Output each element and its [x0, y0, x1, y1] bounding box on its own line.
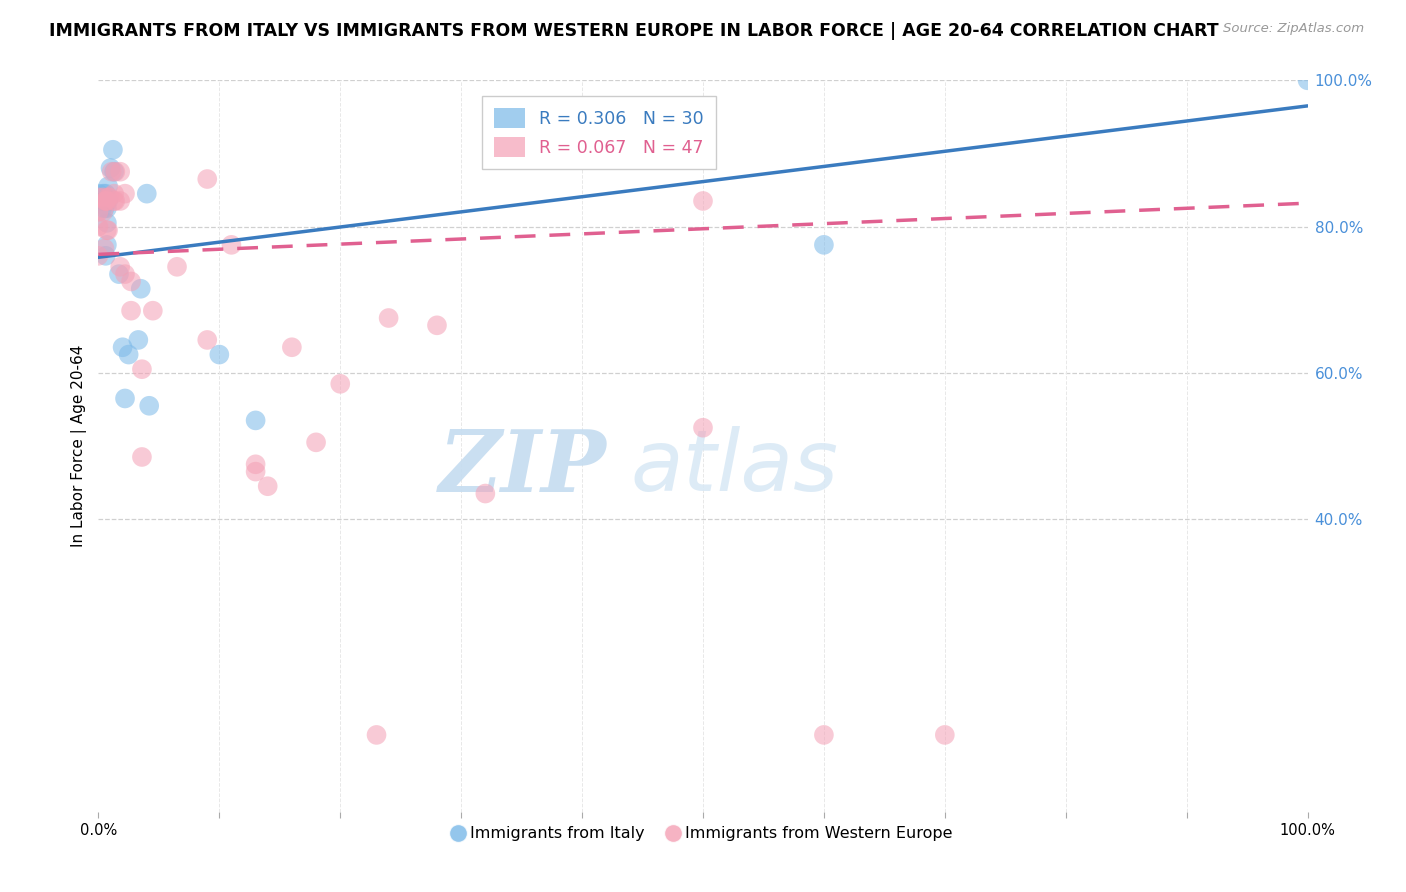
Point	[94, 194, 117, 208]
Point	[101, 143, 124, 157]
Point	[97, 190, 120, 204]
Point	[114, 186, 136, 201]
Point	[135, 186, 157, 201]
Point	[94, 186, 117, 201]
Point	[97, 223, 120, 237]
Point	[93, 202, 115, 216]
Y-axis label: In Labor Force | Age 20-64: In Labor Force | Age 20-64	[72, 345, 87, 547]
Text: IMMIGRANTS FROM ITALY VS IMMIGRANTS FROM WESTERN EUROPE IN LABOR FORCE | AGE 20-: IMMIGRANTS FROM ITALY VS IMMIGRANTS FROM…	[49, 22, 1219, 40]
Point	[97, 179, 120, 194]
Point	[91, 186, 114, 201]
Point	[108, 267, 131, 281]
Point	[108, 194, 131, 208]
Point	[87, 205, 110, 219]
Point	[96, 202, 118, 216]
Point	[195, 333, 218, 347]
Point	[245, 413, 267, 427]
Text: ZIP: ZIP	[439, 426, 606, 509]
Text: atlas: atlas	[630, 426, 838, 509]
Point	[91, 202, 114, 216]
Point	[87, 249, 110, 263]
Point	[426, 318, 449, 333]
Point	[94, 249, 117, 263]
Point	[94, 194, 117, 208]
Point	[108, 164, 131, 178]
Legend: Immigrants from Italy, Immigrants from Western Europe: Immigrants from Italy, Immigrants from W…	[447, 820, 959, 847]
Point	[131, 362, 153, 376]
Point	[305, 435, 328, 450]
Point	[87, 190, 110, 204]
Point	[129, 282, 152, 296]
Point	[195, 172, 218, 186]
Point	[208, 347, 231, 362]
Point	[474, 486, 496, 500]
Point	[245, 457, 267, 471]
Point	[329, 376, 352, 391]
Point	[221, 237, 243, 252]
Point	[91, 194, 114, 208]
Point	[813, 728, 835, 742]
Point	[94, 194, 117, 208]
Point	[131, 450, 153, 464]
Point	[87, 194, 110, 208]
Point	[120, 275, 142, 289]
Point	[281, 340, 304, 354]
Point	[96, 216, 118, 230]
Point	[100, 164, 122, 178]
Point	[127, 333, 149, 347]
Point	[111, 340, 134, 354]
Point	[97, 194, 120, 208]
Point	[87, 219, 110, 234]
Point	[118, 347, 141, 362]
Point	[93, 194, 115, 208]
Point	[692, 194, 714, 208]
Point	[91, 205, 114, 219]
Point	[100, 161, 122, 175]
Point	[120, 303, 142, 318]
Point	[87, 186, 110, 201]
Point	[1296, 73, 1319, 87]
Point	[104, 164, 127, 178]
Point	[377, 310, 399, 325]
Point	[108, 260, 131, 274]
Point	[256, 479, 278, 493]
Point	[104, 194, 127, 208]
Point	[813, 237, 835, 252]
Point	[245, 465, 267, 479]
Point	[96, 223, 118, 237]
Text: Source: ZipAtlas.com: Source: ZipAtlas.com	[1223, 22, 1364, 36]
Point	[114, 267, 136, 281]
Point	[98, 190, 121, 204]
Point	[103, 164, 125, 178]
Point	[692, 421, 714, 435]
Point	[142, 303, 165, 318]
Point	[96, 237, 118, 252]
Point	[96, 194, 118, 208]
Point	[93, 242, 115, 256]
Point	[103, 186, 125, 201]
Point	[366, 728, 388, 742]
Point	[934, 728, 956, 742]
Point	[114, 392, 136, 406]
Point	[138, 399, 160, 413]
Point	[103, 194, 125, 208]
Point	[91, 190, 114, 204]
Point	[166, 260, 188, 274]
